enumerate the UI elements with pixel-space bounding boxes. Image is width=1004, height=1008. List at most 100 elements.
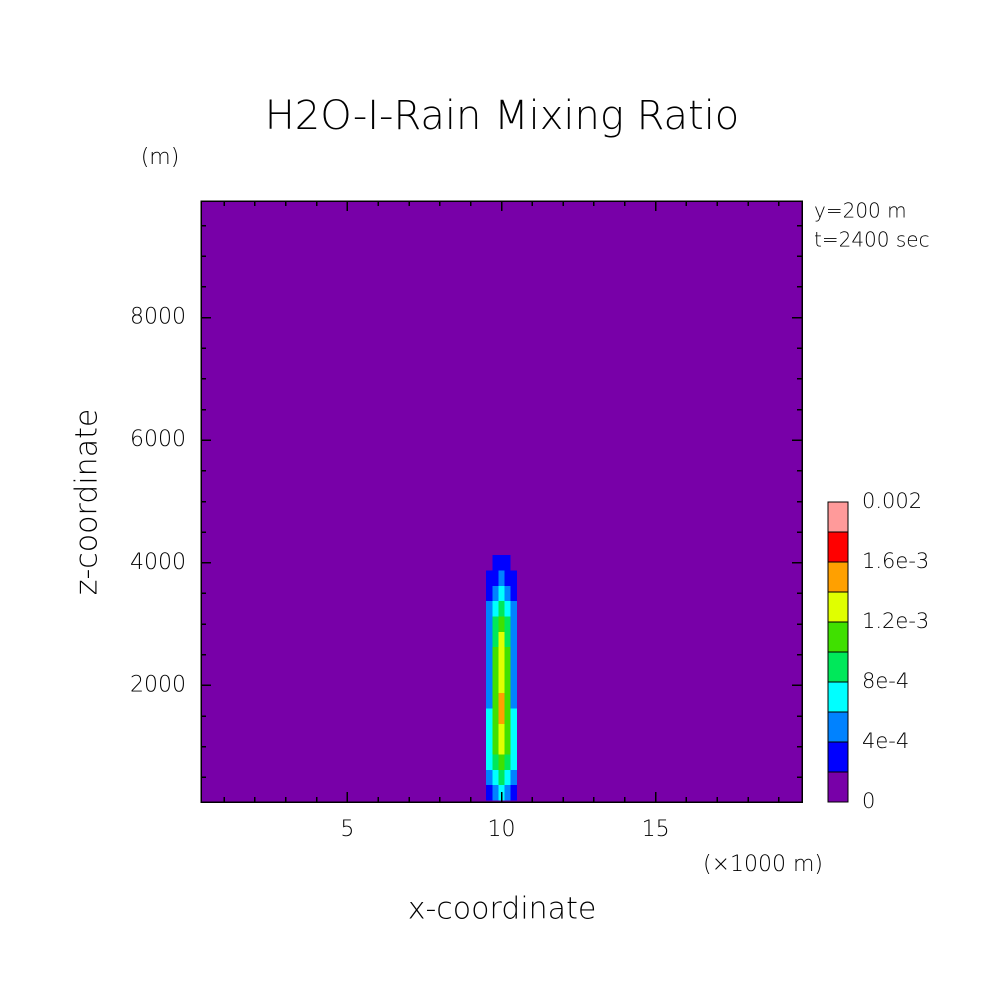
contour-cell [498,769,505,786]
contour-cell [486,616,493,632]
contour-cell [504,570,511,586]
colorbar-band [827,771,849,803]
contour-cell [486,754,493,770]
contour-cell [504,662,511,678]
contour-cell [510,693,517,709]
colorbar-label: 1.6e-3 [862,549,929,573]
contour-cell [510,662,517,678]
contour-cell [492,708,499,724]
contour-cell [510,739,517,755]
y-tick-label: 8000 [130,305,186,330]
contour-cell [504,647,511,663]
contour-cell [504,693,511,709]
contour-cell [492,631,499,648]
colorbar-band [827,621,849,653]
contour-cell [504,708,511,724]
contour-cell [498,555,505,571]
contour-cell [498,708,505,724]
contour-cell [510,708,517,724]
x-unit: (×1000 m) [703,852,823,877]
contour-cell [486,769,493,786]
colorbar-label: 8e-4 [862,669,909,693]
colorbar-band [827,741,849,773]
contour-cell [504,601,511,617]
x-tick-label: 15 [642,817,670,842]
colorbar-band [827,531,849,563]
y-tick-label: 2000 [130,672,186,697]
contour-cell [504,677,511,694]
contour-cell [510,769,517,786]
contour-cell [498,662,505,678]
contour-cell [498,616,505,632]
contour-cell [498,677,505,694]
contour-cell [504,769,511,786]
contour-cell [510,570,517,586]
contour-cell [498,601,505,617]
contour-cell [486,739,493,755]
colorbar-band [827,561,849,593]
contour-cell [504,631,511,648]
contour-cell [498,693,505,709]
contour-cell [510,677,517,694]
contour-cell [498,754,505,770]
colorbar-label: 4e-4 [862,729,909,753]
contour-cell [492,754,499,770]
colorbar-label: 0.002 [862,489,922,513]
contour-cell [486,693,493,709]
colorbar-label: 0 [862,789,875,813]
contour-cell [510,631,517,648]
contour-cell [486,570,493,586]
x-tick-label: 10 [488,817,516,842]
contour-cell [498,739,505,755]
contour-cell [486,785,493,801]
contour-cell [486,662,493,678]
contour-cell [498,723,505,740]
annotation: t=2400 sec [814,228,930,252]
colorbar-band [827,591,849,623]
contour-cell [510,555,517,571]
contour-cell [492,616,499,632]
colorbar-band [827,651,849,683]
colorbar-band [827,681,849,713]
contour-cell [504,754,511,770]
x-axis-label: x-coordinate [408,892,597,927]
contour-cell [486,631,493,648]
colorbar-band [827,501,849,533]
contour-cell [492,785,499,801]
annotation: y=200 m [814,199,907,223]
contour-cell [492,601,499,617]
contour-cell [498,631,505,648]
contour-cell [486,555,493,571]
contour-cell [504,723,511,740]
contour-cell [492,723,499,740]
contour-cell [504,585,511,602]
contour-cell [492,693,499,709]
y-unit: (m) [141,145,180,170]
contour-cell [492,585,499,602]
contour-cell [486,723,493,740]
contour-cell [498,647,505,663]
contour-cell [504,739,511,755]
contour-cell [510,647,517,663]
contour-cell [492,662,499,678]
contour-cell [492,570,499,586]
contour-cell [498,585,505,602]
contour-cell [486,677,493,694]
colorbar-label: 1.2e-3 [862,609,929,633]
x-tick-label: 5 [340,817,354,842]
contour-cell [486,708,493,724]
contour-cell [486,601,493,617]
y-tick-label: 4000 [130,550,186,575]
contour-cell [510,754,517,770]
contour-cell [504,616,511,632]
contour-cell [486,647,493,663]
colorbar-band [827,711,849,743]
contour-cell [492,555,499,571]
contour-cell [486,585,493,602]
contour-cell [492,647,499,663]
contour-cell [492,769,499,786]
contour-cell [492,739,499,755]
contour-cell [498,570,505,586]
contour-cell [492,677,499,694]
